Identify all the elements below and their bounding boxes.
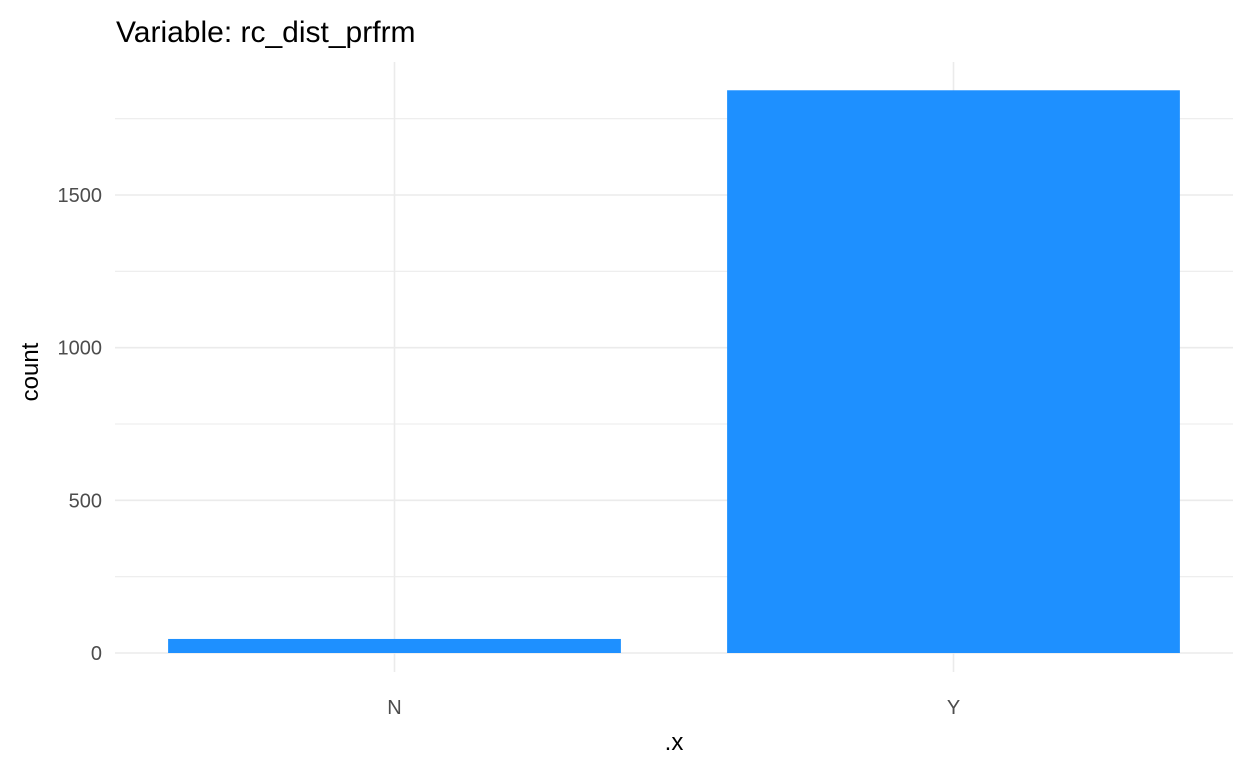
bars <box>168 90 1180 653</box>
bar-N <box>168 638 621 653</box>
x-tick-label: N <box>387 697 401 719</box>
chart-title: Variable: rc_dist_prfrm <box>116 16 416 49</box>
y-tick-label: 1000 <box>58 338 103 360</box>
y-tick-label: 0 <box>91 643 102 665</box>
y-tick-label: 500 <box>69 490 102 512</box>
bar-Y <box>727 90 1180 653</box>
y-tick-label: 1500 <box>58 185 103 207</box>
x-tick-label: Y <box>947 697 960 719</box>
y-axis-tick-labels: 0 500 1000 1500 <box>58 185 103 665</box>
y-axis-title: count <box>17 342 44 401</box>
x-axis-title: .x <box>665 729 684 756</box>
